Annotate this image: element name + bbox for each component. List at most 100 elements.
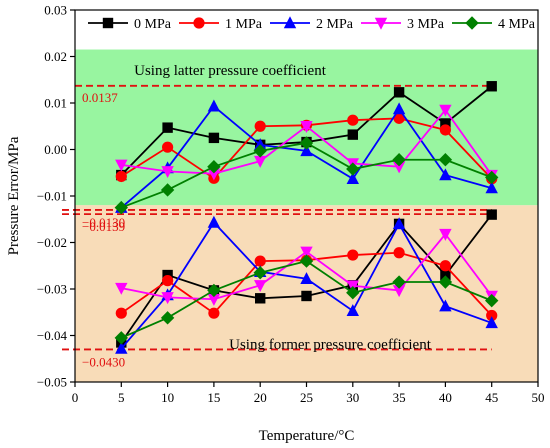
data-point [439, 228, 452, 241]
legend-label: 1 MPa [225, 17, 263, 32]
data-point [254, 255, 266, 267]
legend-item: 0 MPa [88, 17, 172, 32]
legend-item: 2 MPa [270, 16, 354, 32]
plot-frame [74, 9, 539, 383]
y-tick-label: −0.04 [37, 328, 68, 343]
data-point [115, 341, 128, 354]
data-point [465, 16, 479, 30]
data-point [254, 138, 267, 151]
x-tick-label: 30 [346, 390, 359, 405]
data-point [207, 168, 221, 181]
data-point [392, 217, 406, 230]
data-point [161, 166, 174, 179]
latter-region-label: Using latter pressure coefficient [134, 63, 327, 79]
data-point [393, 247, 405, 259]
data-point [208, 132, 220, 144]
data-point [253, 266, 267, 280]
x-tick-label: 15 [207, 390, 220, 405]
series-4-mpa-former [114, 254, 499, 345]
data-point [485, 293, 499, 308]
data-point [115, 282, 128, 295]
data-point [392, 153, 406, 167]
data-point [346, 304, 359, 317]
x-tick-label: 0 [72, 390, 79, 405]
y-tick-label: −0.03 [37, 282, 67, 297]
series-4-mpa-latter [114, 136, 499, 215]
data-point [207, 215, 221, 228]
reference-line-label: 0.0137 [82, 90, 118, 105]
background-regions [75, 49, 538, 382]
data-point [254, 280, 267, 292]
x-tick-label: 35 [393, 390, 406, 405]
former-region-label: Using former pressure coefficient [229, 337, 432, 353]
data-point [439, 299, 452, 312]
data-point [193, 17, 205, 29]
reference-line-label: −0.0130 [82, 215, 125, 230]
data-point [485, 316, 498, 329]
data-point [486, 81, 497, 92]
data-point [115, 170, 127, 183]
data-point [161, 292, 174, 305]
data-point [347, 114, 359, 126]
data-point [102, 17, 114, 29]
data-point [162, 275, 174, 287]
x-tick-label: 50 [532, 390, 545, 405]
data-point [253, 144, 267, 158]
y-tick-label: −0.05 [37, 375, 67, 390]
x-tick-label: 20 [254, 390, 267, 405]
series-3-mpa-latter [115, 104, 498, 182]
data-point [300, 246, 313, 259]
data-point [486, 209, 497, 220]
data-point [255, 293, 266, 304]
data-point [162, 122, 173, 133]
data-series [114, 81, 499, 354]
data-point [439, 124, 451, 136]
data-point [440, 118, 451, 129]
data-point [254, 155, 267, 168]
legend-label: 0 MPa [134, 17, 172, 32]
data-point [485, 181, 498, 194]
data-point [300, 121, 313, 133]
legend-label: 4 MPa [498, 17, 536, 32]
data-point [207, 99, 221, 112]
data-point [346, 162, 360, 176]
reference-lines: 0.0137 −0.0130−0.0139 −0.0430 [62, 84, 492, 369]
data-point [299, 254, 314, 268]
data-point [439, 168, 452, 181]
x-tick-label: 5 [118, 390, 125, 405]
data-point [346, 172, 359, 184]
data-point [392, 285, 406, 298]
y-tick-label: −0.02 [37, 235, 67, 250]
data-point [208, 307, 220, 319]
data-point [439, 260, 451, 272]
data-point [254, 120, 266, 132]
data-point [160, 183, 175, 197]
legend-item: 4 MPa [452, 16, 536, 32]
y-tick-label: 0.00 [44, 142, 67, 157]
legend: 0 MPa 1 MPa 2 MPa 3 MPa 4 MPa [88, 16, 536, 32]
data-point [162, 141, 174, 153]
data-point [114, 200, 128, 215]
data-point [440, 269, 451, 281]
data-point [346, 286, 360, 300]
region-notch [75, 205, 180, 215]
data-point [299, 136, 314, 150]
data-point [374, 17, 388, 30]
data-point [392, 161, 406, 174]
data-point [115, 159, 128, 172]
series-3-mpa-former [115, 228, 498, 306]
legend-label: 2 MPa [316, 17, 354, 32]
data-point [114, 331, 128, 345]
data-point [207, 294, 221, 306]
x-tick-label: 25 [300, 390, 313, 405]
data-point [283, 16, 297, 29]
y-tick-label: 0.02 [44, 49, 67, 64]
legend-item: 1 MPa [179, 17, 263, 32]
data-point [393, 112, 405, 124]
y-tick-label: −0.01 [37, 189, 67, 204]
region-labels: Using latter pressure coefficient Using f… [134, 63, 432, 353]
y-tick-label: 0.03 [44, 3, 67, 18]
reference-line-label: −0.0430 [82, 354, 125, 369]
x-tick-label: 40 [439, 390, 452, 405]
